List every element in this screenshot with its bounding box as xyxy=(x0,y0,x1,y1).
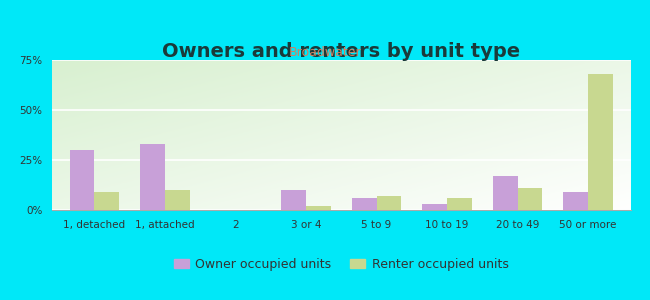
Bar xyxy=(493,176,517,210)
Bar xyxy=(281,190,306,210)
Text: Broadwater: Broadwater xyxy=(289,46,361,59)
Legend: Owner occupied units, Renter occupied units: Owner occupied units, Renter occupied un… xyxy=(169,253,514,276)
Bar xyxy=(588,74,613,210)
Bar xyxy=(422,204,447,210)
Bar xyxy=(564,192,588,210)
Title: Owners and renters by unit type: Owners and renters by unit type xyxy=(162,42,520,61)
Bar xyxy=(165,190,190,210)
Bar xyxy=(352,198,376,210)
Bar xyxy=(140,144,165,210)
Bar xyxy=(517,188,542,210)
Bar xyxy=(94,192,119,210)
Bar xyxy=(376,196,401,210)
Bar xyxy=(306,206,331,210)
Bar xyxy=(447,198,472,210)
Bar xyxy=(70,150,94,210)
